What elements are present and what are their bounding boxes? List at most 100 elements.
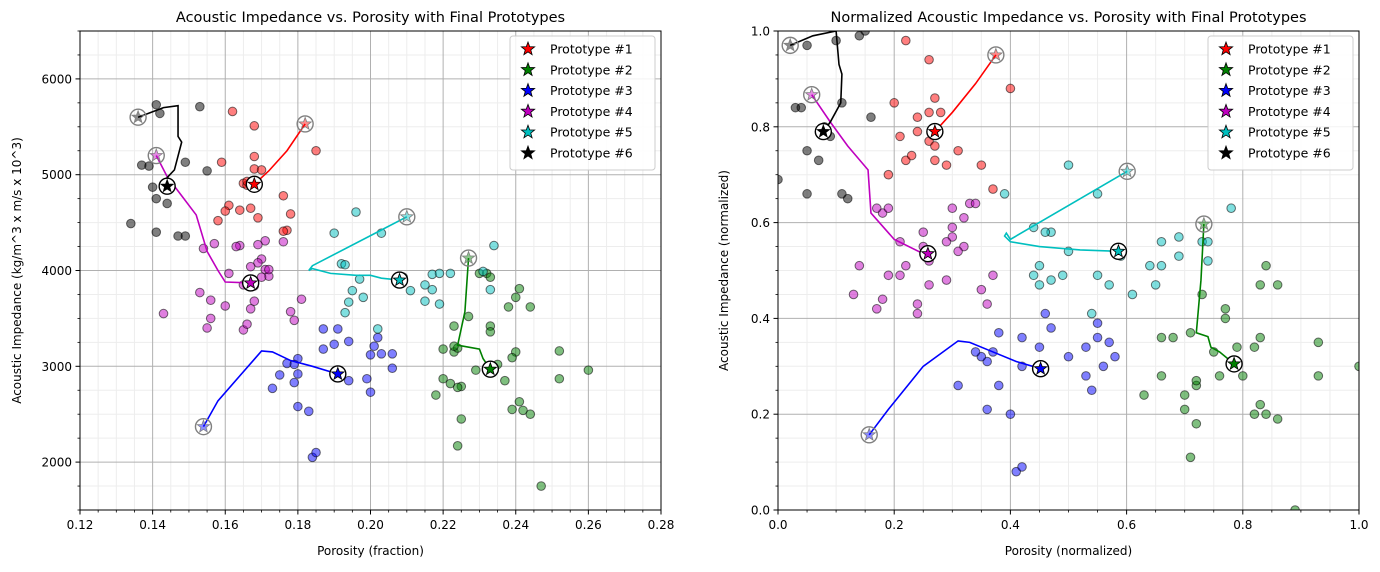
data-point (234, 205, 245, 215)
data-point (1104, 280, 1114, 290)
initial-prototype-star (804, 87, 819, 101)
initial-prototype-ring (802, 86, 821, 104)
data-point (871, 304, 882, 314)
initial-prototype-ring (1195, 215, 1213, 233)
data-point (525, 302, 536, 312)
data-point (420, 280, 430, 290)
data-point (1179, 404, 1190, 415)
legend-label: Prototype #5 (550, 125, 633, 140)
data-point (1017, 462, 1027, 472)
legend-star-icon (1218, 82, 1234, 98)
initial-prototype-ring (129, 108, 147, 126)
data-point (209, 238, 220, 249)
prototype-path-1 (253, 123, 306, 185)
prototype-path-6 (789, 31, 843, 133)
legend-star-icon (1218, 40, 1234, 56)
data-point (854, 260, 865, 271)
data-point (1156, 260, 1167, 271)
legend-star-icon (1218, 144, 1234, 160)
data-point (889, 98, 900, 108)
data-point (518, 405, 528, 416)
data-point (1145, 260, 1155, 271)
legend-label: Prototype #4 (550, 104, 633, 119)
legend-label: Prototype #6 (550, 146, 633, 161)
prototype-path-3 (868, 340, 1041, 436)
data-point (293, 369, 303, 379)
data-point (340, 307, 350, 318)
x-tick-label: 0.2 (885, 518, 904, 532)
data-point (1092, 270, 1103, 281)
data-point (1040, 227, 1051, 237)
data-point (231, 241, 241, 252)
data-point (1081, 342, 1091, 352)
data-point (1156, 371, 1167, 381)
final-prototype-star-3 (1033, 361, 1048, 375)
data-point (1249, 342, 1260, 352)
axes-frame (79, 30, 662, 511)
data-point (434, 268, 445, 279)
data-point (1139, 390, 1149, 400)
final-prototype-star-1 (247, 176, 262, 191)
data-point (871, 203, 882, 214)
y-tick-label: 0.6 (751, 216, 770, 230)
legend-star-icon (1218, 103, 1234, 119)
data-point (126, 218, 136, 229)
data-point (959, 213, 969, 223)
prototype-path-2 (456, 257, 491, 370)
grid (75, 30, 662, 515)
data-point (514, 396, 525, 407)
data-point (802, 145, 812, 156)
data-point (906, 150, 917, 161)
data-point (1034, 260, 1045, 271)
chart-title: Normalized Acoustic Impedance vs. Porosi… (830, 10, 1306, 26)
data-point (278, 226, 289, 237)
data-point (1086, 385, 1097, 396)
data-point (1034, 280, 1045, 290)
data-point (256, 165, 267, 175)
data-point (912, 299, 923, 309)
y-tick-label: 1.0 (751, 25, 770, 39)
initial-prototype-ring (194, 417, 213, 436)
data-point (372, 324, 383, 334)
data-point (420, 296, 430, 306)
final-prototype-star-3 (330, 366, 346, 381)
data-point (982, 404, 992, 415)
data-point (924, 54, 934, 65)
data-point (438, 373, 448, 384)
data-point (449, 341, 459, 351)
data-point (1040, 308, 1051, 319)
data-point (988, 184, 998, 194)
chart-panel-2: 0.0 0.2 0.4 0.6 0.8 1.0 0.0 0.2 0.4 0.6 0.8 1.0 Norm… (717, 10, 1369, 558)
data-point (202, 323, 212, 333)
data-point (489, 240, 499, 251)
data-point (976, 160, 987, 170)
data-point (1092, 332, 1103, 343)
x-tick-label: 0.24 (502, 518, 529, 532)
x-tick-label: 1.0 (1349, 518, 1368, 532)
data-point (329, 228, 339, 238)
data-point (253, 213, 263, 223)
initial-prototype-star (461, 250, 476, 265)
data-point (947, 203, 958, 214)
data-point (445, 268, 456, 279)
data-point (1185, 452, 1196, 463)
data-point (1220, 304, 1231, 314)
data-point (848, 289, 859, 300)
data-point (1191, 375, 1202, 386)
data-point (343, 297, 354, 307)
data-point (256, 272, 267, 283)
data-point (930, 141, 940, 151)
chart-title: Acoustic Impedance vs. Porosity with Fin… (176, 10, 565, 26)
data-point (249, 296, 260, 306)
data-point (318, 344, 329, 354)
final-prototype-star-4 (920, 246, 936, 260)
legend-item: Prototype #3 (520, 82, 633, 98)
data-point (1185, 327, 1196, 338)
data-point (343, 375, 354, 386)
data-point (901, 260, 911, 271)
data-point (158, 308, 169, 319)
data-point (278, 236, 289, 247)
legend-item: Prototype #5 (1218, 124, 1331, 140)
initial-prototype-ring (781, 36, 799, 55)
